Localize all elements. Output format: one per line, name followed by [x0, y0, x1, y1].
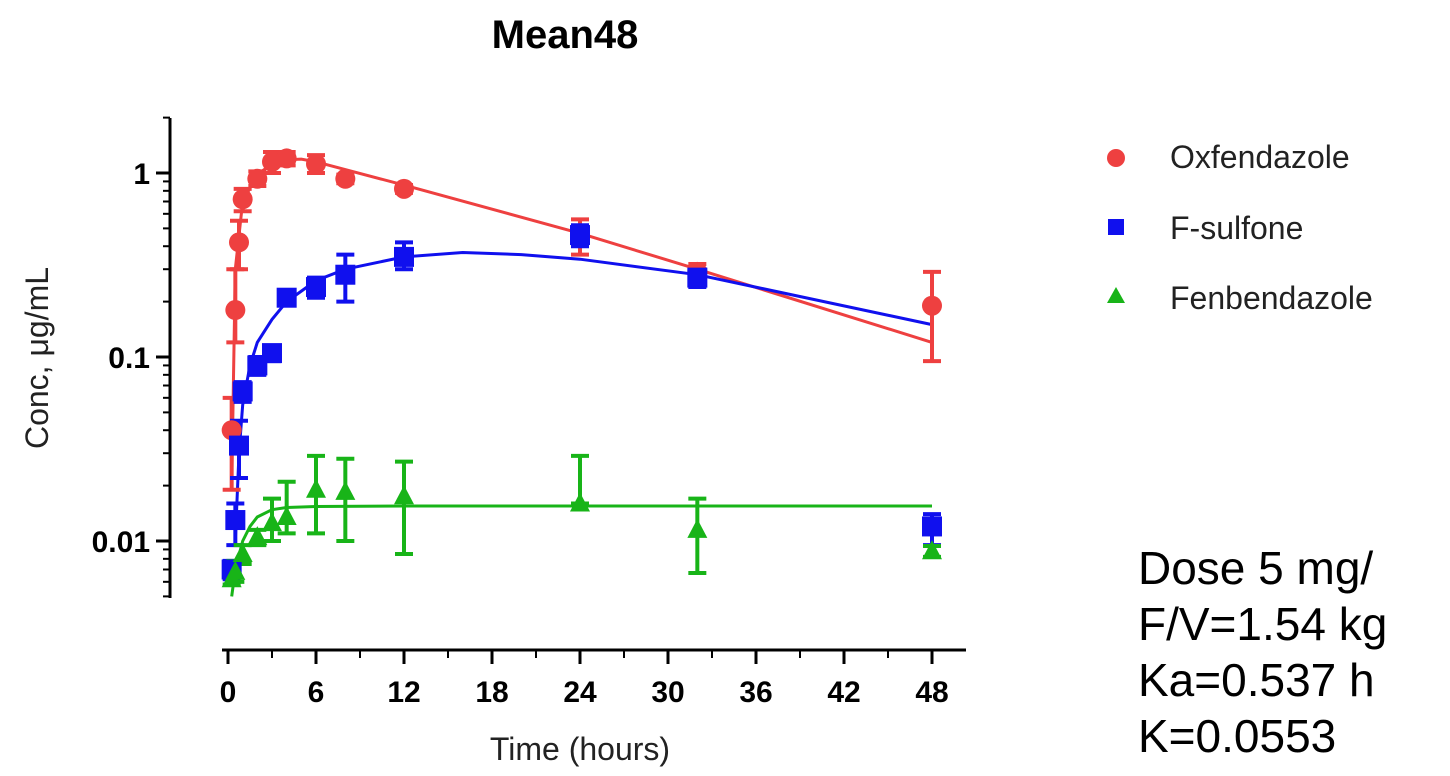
data-point-fenbendazole	[262, 512, 282, 532]
data-point-fenbendazole	[394, 485, 414, 505]
y-minor-ticks	[163, 116, 170, 598]
data-point-oxfendazole	[247, 168, 268, 189]
y-tick-label: 0.1	[108, 342, 150, 375]
y-axis: 0.01 0.1 1	[92, 116, 172, 598]
legend-triangle-icon	[1107, 287, 1125, 303]
data-point-oxfendazole	[276, 148, 297, 169]
data-point-f-sulfone	[262, 343, 282, 364]
data-point-fenbendazole	[306, 478, 326, 498]
data-markers	[221, 148, 942, 588]
data-point-oxfendazole	[232, 189, 253, 210]
data-point-f-sulfone	[394, 246, 414, 267]
x-tick-label: 24	[563, 676, 597, 709]
data-point-f-sulfone	[232, 381, 253, 402]
annotation-line-k: K=0.0553	[1138, 710, 1337, 762]
error-bar-oxfendazole	[923, 269, 941, 364]
x-tick-label: 6	[308, 676, 325, 709]
legend: Oxfendazole F-sulfone Fenbendazole	[1107, 139, 1373, 316]
data-point-oxfendazole	[225, 300, 246, 321]
data-point-fenbendazole	[225, 560, 246, 580]
data-point-oxfendazole	[306, 153, 326, 174]
x-tick-label: 18	[475, 676, 508, 709]
x-tick-label: 36	[739, 676, 772, 709]
error-bars	[222, 150, 941, 587]
data-point-f-sulfone	[229, 435, 249, 456]
data-point-fenbendazole	[687, 518, 708, 538]
y-major-ticks: 0.01 0.1 1	[92, 158, 170, 559]
y-axis-title: Conc, μg/mL	[19, 267, 55, 449]
data-point-fenbendazole	[922, 540, 942, 560]
x-tick-label: 48	[915, 676, 948, 709]
data-point-fenbendazole	[570, 492, 590, 512]
data-point-oxfendazole	[221, 420, 242, 441]
data-point-f-sulfone	[335, 264, 356, 285]
x-axis-title: Time (hours)	[490, 731, 670, 767]
x-ticks: 0 6 12 18 24 30 36 42 48	[220, 650, 949, 709]
data-point-f-sulfone	[922, 516, 942, 537]
x-tick-label: 42	[827, 676, 860, 709]
data-point-f-sulfone	[570, 225, 590, 246]
annotation-line-ka: Ka=0.537 h	[1138, 654, 1375, 706]
data-point-fenbendazole	[232, 542, 253, 562]
data-point-oxfendazole	[229, 232, 249, 253]
data-point-fenbendazole	[276, 506, 297, 526]
x-tick-label: 30	[651, 676, 684, 709]
data-point-f-sulfone	[225, 510, 246, 531]
chart-title: Mean48	[492, 13, 639, 57]
fit-curve-fenbendazole	[230, 504, 932, 597]
data-point-f-sulfone	[306, 277, 326, 298]
data-point-oxfendazole	[394, 178, 414, 199]
x-tick-label: 0	[220, 676, 237, 709]
pk-parameters-annotation: Dose 5 mg/ F/V=1.54 kg Ka=0.537 h K=0.05…	[1138, 540, 1387, 764]
y-tick-label: 0.01	[92, 526, 150, 559]
data-point-oxfendazole	[335, 168, 356, 189]
annotation-line-fv: F/V=1.54 kg	[1138, 598, 1388, 650]
data-point-fenbendazole	[335, 480, 356, 500]
fit-curve-oxfendazole	[230, 157, 933, 486]
legend-label-fenbendazole: Fenbendazole	[1170, 280, 1373, 316]
y-tick-label: 1	[133, 158, 150, 191]
data-point-oxfendazole	[922, 295, 942, 316]
data-point-fenbendazole	[247, 526, 268, 546]
error-bar-fenbendazole	[395, 459, 413, 556]
x-tick-label: 12	[387, 676, 420, 709]
legend-circle-icon	[1107, 149, 1125, 167]
data-point-f-sulfone	[687, 267, 708, 288]
legend-label-oxfendazole: Oxfendazole	[1170, 139, 1350, 175]
legend-square-icon	[1108, 219, 1124, 235]
legend-label-f-sulfone: F-sulfone	[1170, 210, 1303, 246]
error-bar-fenbendazole	[336, 456, 355, 543]
annotation-line-dose: Dose 5 mg/	[1138, 542, 1374, 594]
data-point-f-sulfone	[276, 287, 297, 308]
x-axis: 0 6 12 18 24 30 36 42 48	[220, 648, 966, 709]
